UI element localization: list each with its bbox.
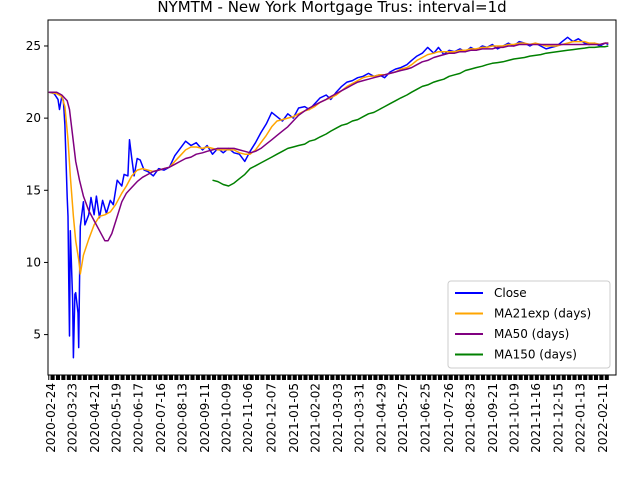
x-tick-label: 2021-12-15 xyxy=(551,383,565,453)
series-line-ma150-days xyxy=(212,45,609,187)
x-tick-label: 2021-04-29 xyxy=(375,383,389,453)
legend-label: MA21exp (days) xyxy=(494,307,591,321)
x-tick-label: 2021-08-23 xyxy=(464,383,478,453)
legend-entries: Close MA21exp (days) MA50 (days) MA150 (day… xyxy=(455,286,591,362)
legend-label: MA50 (days) xyxy=(494,327,569,341)
x-tick-label: 2020-04-21 xyxy=(88,383,102,453)
x-tick-label: 2020-12-07 xyxy=(265,383,279,453)
x-tick-label: 2021-07-26 xyxy=(442,383,456,453)
plot-frame xyxy=(47,19,617,376)
x-tick-label: 2020-10-09 xyxy=(219,383,233,453)
x-tick-label: 2021-11-16 xyxy=(529,383,543,453)
x-tick-label: 2022-01-13 xyxy=(574,383,588,453)
y-tick-label: 10 xyxy=(26,255,41,269)
legend: Close MA21exp (days) MA50 (days) MA150 (day… xyxy=(447,280,611,369)
x-tick-label: 2020-11-06 xyxy=(241,383,255,453)
x-tick-label: 2020-05-19 xyxy=(109,383,123,453)
y-tick-label: 15 xyxy=(26,183,41,197)
legend-label: MA150 (days) xyxy=(494,348,577,362)
x-tick-label: 2021-09-21 xyxy=(486,383,500,453)
y-tick-label: 25 xyxy=(26,39,41,53)
legend-label: Close xyxy=(494,286,527,300)
x-minor-ticks xyxy=(48,375,609,380)
legend-box xyxy=(447,280,611,369)
x-axis: 2020-02-24 2020-03-23 2020-04-21 2020-05-19… xyxy=(44,375,610,453)
x-tick-label: 2021-03-03 xyxy=(331,383,345,453)
series-line-ma50-days xyxy=(48,42,609,242)
x-tick-label: 2021-02-02 xyxy=(308,383,322,453)
x-tick-label: 2020-07-16 xyxy=(154,383,168,453)
x-tick-label: 2021-01-05 xyxy=(287,383,301,453)
x-tick-label: 2020-06-17 xyxy=(132,383,146,453)
y-axis: 5 10 15 20 25 xyxy=(26,39,48,342)
y-tick-label: 20 xyxy=(26,111,41,125)
x-tick-label: 2021-05-27 xyxy=(396,383,410,453)
x-tick-label: 2020-02-24 xyxy=(44,383,58,453)
x-tick-label: 2020-08-13 xyxy=(176,383,190,453)
series-layer xyxy=(48,36,609,359)
x-minor-tick-marks xyxy=(48,375,609,380)
y-tick-label: 5 xyxy=(33,328,41,342)
x-tick-label: 2020-03-23 xyxy=(66,383,80,453)
chart-title: NYMTM - New York Mortgage Trus: interval… xyxy=(157,0,506,16)
x-tick-label: 2020-09-11 xyxy=(198,383,212,453)
x-tick-label: 2022-02-11 xyxy=(596,383,610,453)
x-tick-label: 2021-03-31 xyxy=(352,383,366,453)
x-tick-label: 2021-06-25 xyxy=(418,383,432,453)
x-tick-label: 2021-10-19 xyxy=(508,383,522,453)
